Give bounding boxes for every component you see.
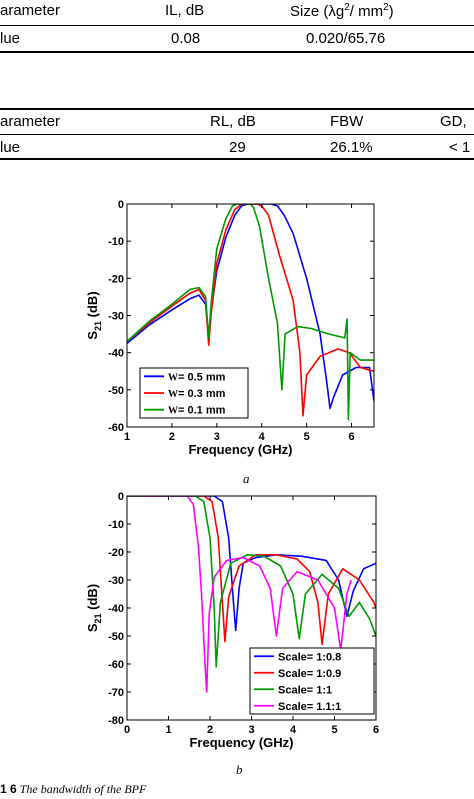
table-cell-value-label: lue xyxy=(0,30,21,47)
x-tick-label: 4 xyxy=(259,431,266,443)
y-tick-label: -60 xyxy=(108,422,124,434)
x-tick-label: 1 xyxy=(124,431,130,443)
figure-b-label: b xyxy=(236,762,243,777)
y-tick-label: -20 xyxy=(108,273,124,285)
y-tick-label: -30 xyxy=(108,311,124,323)
size-text-c: ) xyxy=(388,3,394,20)
series-line-1 xyxy=(127,496,376,632)
table-row: lue 29 26.1% < 1 xyxy=(0,137,474,159)
series-line-2 xyxy=(127,204,374,417)
series-group xyxy=(127,204,374,421)
y-tick-label: 0 xyxy=(118,491,124,503)
y-axis-label: S21 (dB) xyxy=(85,584,103,632)
y-tick-label: -80 xyxy=(108,715,124,727)
legend: Scale= 1:0.8 Scale= 1:0.9 Scale= 1:1 Scale=… xyxy=(249,647,375,715)
table-header-gd: GD, xyxy=(440,113,467,130)
x-tick-label: 2 xyxy=(169,431,175,443)
table-cell-value-label: lue xyxy=(0,139,21,156)
legend: W= 0.5 mm W= 0.3 mm W= 0.1 mm xyxy=(139,367,249,419)
y-tick-label: -50 xyxy=(108,631,124,643)
table-header-parameter: arameter xyxy=(0,113,61,130)
legend-entry-2: Scale= 1:0.9 xyxy=(278,668,341,680)
y-tick-label: 0 xyxy=(118,199,124,211)
table-header-il: IL, dB xyxy=(165,2,205,19)
table-header-size: Size (λg2/ mm2) xyxy=(290,2,394,20)
y-axis-label: S21 (dB) xyxy=(85,291,103,339)
x-tick-label: 3 xyxy=(248,724,254,736)
legend-entry-4: Scale= 1.1:1 xyxy=(278,701,341,713)
figure-a-label: a xyxy=(243,471,250,486)
y-tick-label: -60 xyxy=(108,659,124,671)
size-text-b: / mm xyxy=(349,3,384,20)
x-tick-label: 1 xyxy=(165,724,171,736)
chart-a: 1 2 3 4 5 6 0 -10 -20 -30 -40 -50 -60 Frequency (GHz)… xyxy=(85,199,375,457)
legend-entry-3: Scale= 1:1 xyxy=(278,684,332,696)
series-line-3 xyxy=(127,496,376,668)
legend-entry-3: W= 0.1 mm xyxy=(168,405,226,417)
x-tick-label: 3 xyxy=(214,431,220,443)
table-rule xyxy=(0,158,474,160)
figure-a: 1 2 3 4 5 6 0 -10 -20 -30 -40 -50 -60 Frequency (GHz)… xyxy=(0,190,474,470)
size-sup-b: 2 xyxy=(383,2,389,13)
size-text-a: Size (λg xyxy=(290,3,345,20)
x-tick-label: 0 xyxy=(124,724,130,736)
size-sup-a: 2 xyxy=(344,2,350,13)
x-tick-label: 6 xyxy=(348,431,354,443)
y-tick-label: -10 xyxy=(108,519,124,531)
x-tick-label: 5 xyxy=(331,724,337,736)
table-header-row: arameter RL, dB FBW GD, xyxy=(0,111,474,133)
table-row: lue 0.08 0.020/65.76 xyxy=(0,28,474,50)
table-cell-rl: 29 xyxy=(229,139,246,156)
table-cell-fbw: 26.1% xyxy=(330,139,373,156)
y-tick-label: -10 xyxy=(108,236,124,248)
x-tick-label: 6 xyxy=(373,724,379,736)
legend-entry-1: W= 0.5 mm xyxy=(168,371,226,383)
y-tick-label: -70 xyxy=(108,687,124,699)
table-cell-gd: < 1 xyxy=(449,139,471,156)
figure-b: 0 1 2 3 4 5 6 0 -10 -20 -30 -40 -50 -60 -70 -80 Frequenc… xyxy=(0,484,474,762)
figure-caption-text: The bandwidth of the BPF xyxy=(19,782,147,796)
series-group xyxy=(127,496,376,693)
x-axis-label: Frequency (GHz) xyxy=(189,735,293,750)
table-rule xyxy=(0,134,474,135)
table-header-parameter: arameter xyxy=(0,2,61,19)
table-cell-size: 0.020/65.76 xyxy=(306,30,386,47)
figure-caption-number: 1 6 xyxy=(0,782,17,796)
table-rule xyxy=(0,108,474,110)
x-tick-label: 4 xyxy=(290,724,297,736)
series-line-4 xyxy=(139,496,352,693)
table-header-rl: RL, dB xyxy=(210,113,256,130)
x-tick-label: 2 xyxy=(207,724,213,736)
legend-entry-2: W= 0.3 mm xyxy=(168,388,226,400)
legend-entry-1: Scale= 1:0.8 xyxy=(278,651,341,663)
x-tick-label: 5 xyxy=(304,431,310,443)
table-rule xyxy=(0,51,474,53)
table-cell-il: 0.08 xyxy=(171,30,201,47)
y-tick-label: -20 xyxy=(108,547,124,559)
x-axis-label: Frequency (GHz) xyxy=(188,442,292,457)
table-rule xyxy=(0,25,474,26)
y-tick-label: -50 xyxy=(108,385,124,397)
y-tick-label: -40 xyxy=(108,603,124,615)
chart-b: 0 1 2 3 4 5 6 0 -10 -20 -30 -40 -50 -60 -70 -80 Frequenc… xyxy=(85,491,379,750)
series-line-2 xyxy=(127,496,376,646)
y-tick-label: -30 xyxy=(108,575,124,587)
series-line-1 xyxy=(127,204,374,410)
table-header-fbw: FBW xyxy=(330,113,364,130)
figure-caption: 1 6 The bandwidth of the BPF xyxy=(0,782,146,797)
table-header-row: arameter IL, dB Size (λg2/ mm2) xyxy=(0,0,474,22)
series-line-3 xyxy=(127,204,374,421)
legend-box xyxy=(249,647,375,715)
y-tick-label: -40 xyxy=(108,348,124,360)
